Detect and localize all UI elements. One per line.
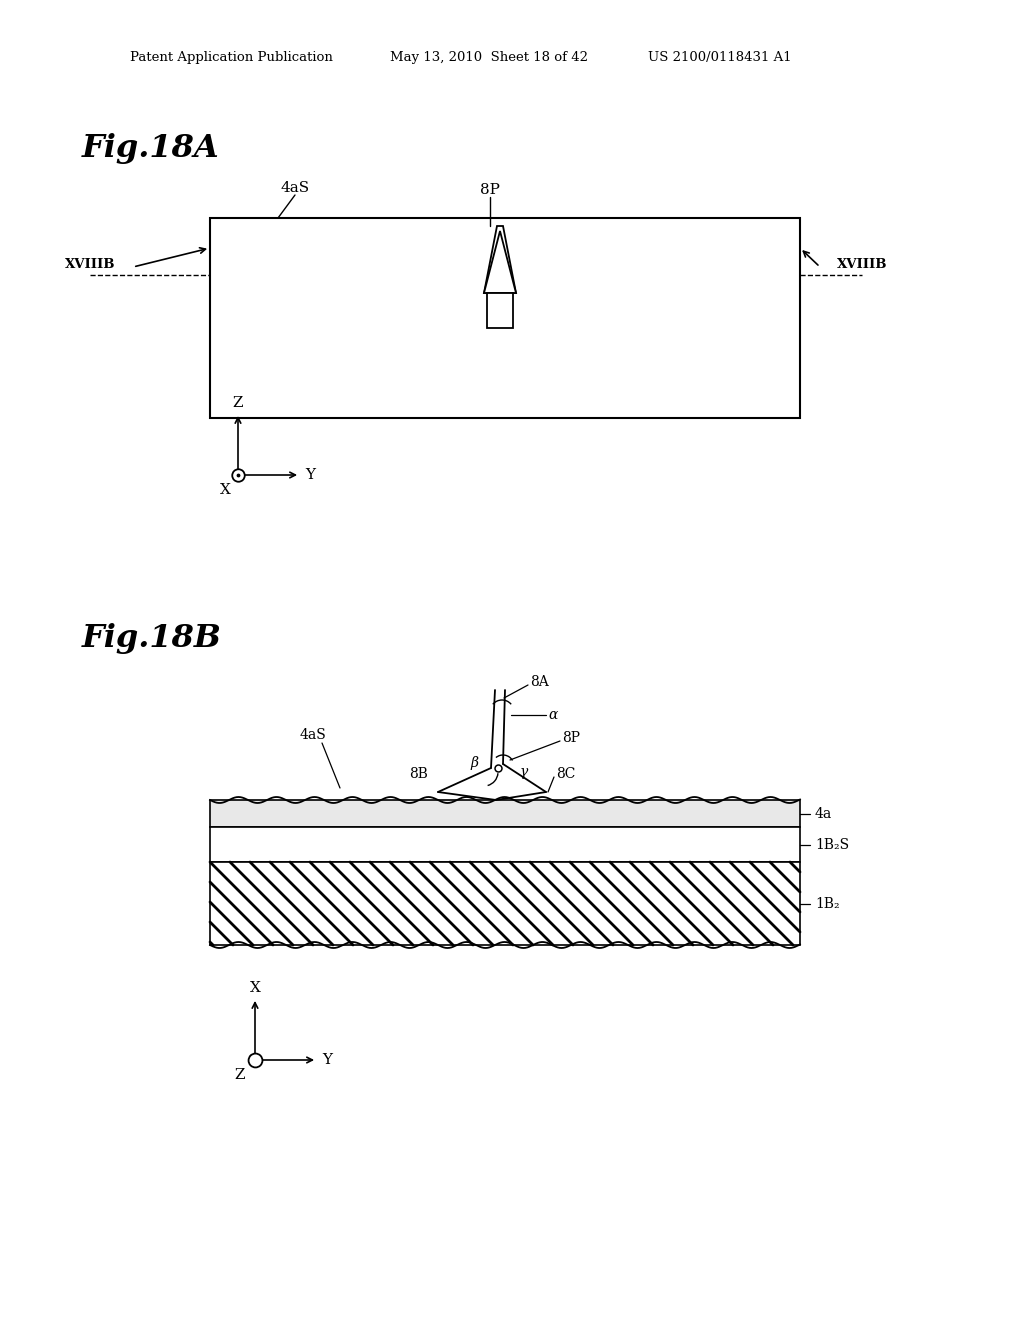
Text: Z: Z <box>234 1068 246 1082</box>
Text: Fig.18B: Fig.18B <box>82 623 222 653</box>
Polygon shape <box>484 231 516 293</box>
Text: Fig.18A: Fig.18A <box>82 132 220 164</box>
Text: Z: Z <box>232 396 244 411</box>
Text: US 2100/0118431 A1: US 2100/0118431 A1 <box>648 51 792 65</box>
Text: Patent Application Publication: Patent Application Publication <box>130 51 333 65</box>
Bar <box>210 800 800 828</box>
Text: 4aS: 4aS <box>300 729 327 742</box>
Text: 8P: 8P <box>562 731 580 744</box>
Text: XVIIIB: XVIIIB <box>65 259 116 272</box>
Bar <box>210 862 800 945</box>
Text: 4aS: 4aS <box>281 181 309 195</box>
Text: 8A: 8A <box>530 675 549 689</box>
Bar <box>210 828 800 862</box>
Text: X: X <box>219 483 230 498</box>
Text: 8C: 8C <box>556 767 575 781</box>
Text: XVIIIB: XVIIIB <box>837 259 887 272</box>
Bar <box>210 218 800 418</box>
Text: γ: γ <box>520 766 528 779</box>
Text: 1B₂S: 1B₂S <box>815 838 849 851</box>
Text: α: α <box>548 708 557 722</box>
Text: 1B₂: 1B₂ <box>815 898 840 911</box>
Text: Y: Y <box>322 1053 332 1067</box>
Text: 8B: 8B <box>410 767 428 781</box>
Text: 4a: 4a <box>815 807 833 821</box>
Bar <box>487 293 513 327</box>
Text: 8P: 8P <box>480 183 500 197</box>
Polygon shape <box>484 226 516 293</box>
Text: May 13, 2010  Sheet 18 of 42: May 13, 2010 Sheet 18 of 42 <box>390 51 588 65</box>
Text: β: β <box>470 756 478 770</box>
Text: Y: Y <box>305 469 315 482</box>
Text: X: X <box>250 981 260 995</box>
